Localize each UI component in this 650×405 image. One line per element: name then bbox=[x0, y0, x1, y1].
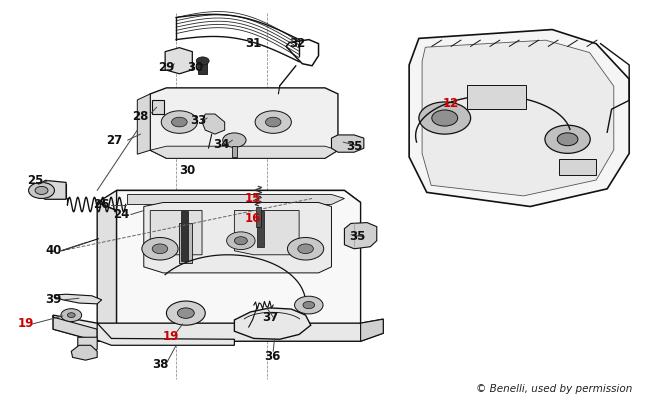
Circle shape bbox=[172, 117, 187, 127]
Polygon shape bbox=[198, 62, 207, 74]
Text: 35: 35 bbox=[346, 140, 362, 153]
Polygon shape bbox=[202, 114, 225, 134]
Text: 30: 30 bbox=[187, 61, 203, 74]
Circle shape bbox=[29, 182, 55, 198]
Text: 31: 31 bbox=[246, 37, 262, 50]
Circle shape bbox=[557, 133, 578, 146]
Polygon shape bbox=[181, 211, 188, 261]
Polygon shape bbox=[150, 146, 338, 158]
Bar bbox=[559, 160, 596, 175]
Circle shape bbox=[68, 313, 75, 318]
Bar bbox=[467, 85, 526, 109]
Text: 19: 19 bbox=[18, 318, 34, 330]
Polygon shape bbox=[98, 202, 116, 329]
Text: 26: 26 bbox=[94, 198, 110, 211]
Polygon shape bbox=[255, 207, 261, 227]
Polygon shape bbox=[144, 202, 332, 273]
Polygon shape bbox=[235, 211, 299, 255]
Circle shape bbox=[545, 125, 590, 153]
Text: 35: 35 bbox=[349, 230, 365, 243]
Polygon shape bbox=[422, 40, 614, 196]
Polygon shape bbox=[72, 345, 98, 360]
Polygon shape bbox=[78, 337, 98, 353]
Circle shape bbox=[196, 57, 209, 65]
Circle shape bbox=[161, 111, 198, 133]
Circle shape bbox=[177, 308, 194, 318]
Circle shape bbox=[61, 309, 82, 322]
Text: 33: 33 bbox=[190, 113, 207, 126]
Text: 34: 34 bbox=[213, 138, 229, 151]
Polygon shape bbox=[344, 223, 377, 249]
Polygon shape bbox=[150, 211, 202, 255]
Polygon shape bbox=[127, 194, 344, 205]
Polygon shape bbox=[332, 135, 364, 152]
Polygon shape bbox=[361, 319, 384, 341]
Text: 38: 38 bbox=[151, 358, 168, 371]
Circle shape bbox=[298, 244, 313, 254]
Polygon shape bbox=[116, 190, 361, 329]
Polygon shape bbox=[151, 100, 164, 114]
Circle shape bbox=[235, 237, 248, 245]
Polygon shape bbox=[137, 94, 150, 154]
Text: 32: 32 bbox=[289, 37, 306, 50]
Text: 30: 30 bbox=[179, 164, 196, 177]
Circle shape bbox=[432, 110, 458, 126]
Circle shape bbox=[142, 237, 178, 260]
Text: 36: 36 bbox=[264, 350, 280, 362]
Text: © Benelli, used by permission: © Benelli, used by permission bbox=[476, 384, 632, 394]
Text: 19: 19 bbox=[162, 330, 179, 343]
Circle shape bbox=[419, 102, 471, 134]
Circle shape bbox=[287, 237, 324, 260]
Circle shape bbox=[35, 186, 48, 194]
Polygon shape bbox=[150, 88, 338, 158]
Polygon shape bbox=[235, 308, 311, 339]
Text: 28: 28 bbox=[133, 109, 149, 123]
Circle shape bbox=[303, 301, 315, 309]
Polygon shape bbox=[53, 315, 384, 341]
Circle shape bbox=[166, 301, 205, 325]
Polygon shape bbox=[232, 146, 237, 158]
Text: 39: 39 bbox=[45, 293, 61, 306]
Text: 40: 40 bbox=[45, 244, 61, 257]
Text: 25: 25 bbox=[27, 174, 44, 187]
Polygon shape bbox=[39, 180, 66, 199]
Circle shape bbox=[227, 232, 255, 249]
Circle shape bbox=[265, 117, 281, 127]
Circle shape bbox=[294, 296, 323, 314]
Text: 24: 24 bbox=[113, 208, 129, 221]
Polygon shape bbox=[257, 211, 264, 247]
Text: 15: 15 bbox=[244, 192, 261, 205]
Polygon shape bbox=[98, 190, 361, 211]
Polygon shape bbox=[409, 30, 629, 207]
Text: 27: 27 bbox=[107, 134, 123, 147]
Polygon shape bbox=[98, 323, 235, 345]
Text: 29: 29 bbox=[158, 61, 175, 74]
Polygon shape bbox=[53, 315, 98, 341]
Text: 16: 16 bbox=[244, 212, 261, 225]
Circle shape bbox=[152, 244, 168, 254]
Text: 12: 12 bbox=[443, 98, 460, 111]
Bar bbox=[179, 223, 192, 263]
Circle shape bbox=[223, 133, 246, 147]
Circle shape bbox=[255, 111, 291, 133]
Polygon shape bbox=[165, 48, 192, 74]
Polygon shape bbox=[55, 294, 101, 304]
Text: 37: 37 bbox=[262, 311, 278, 324]
